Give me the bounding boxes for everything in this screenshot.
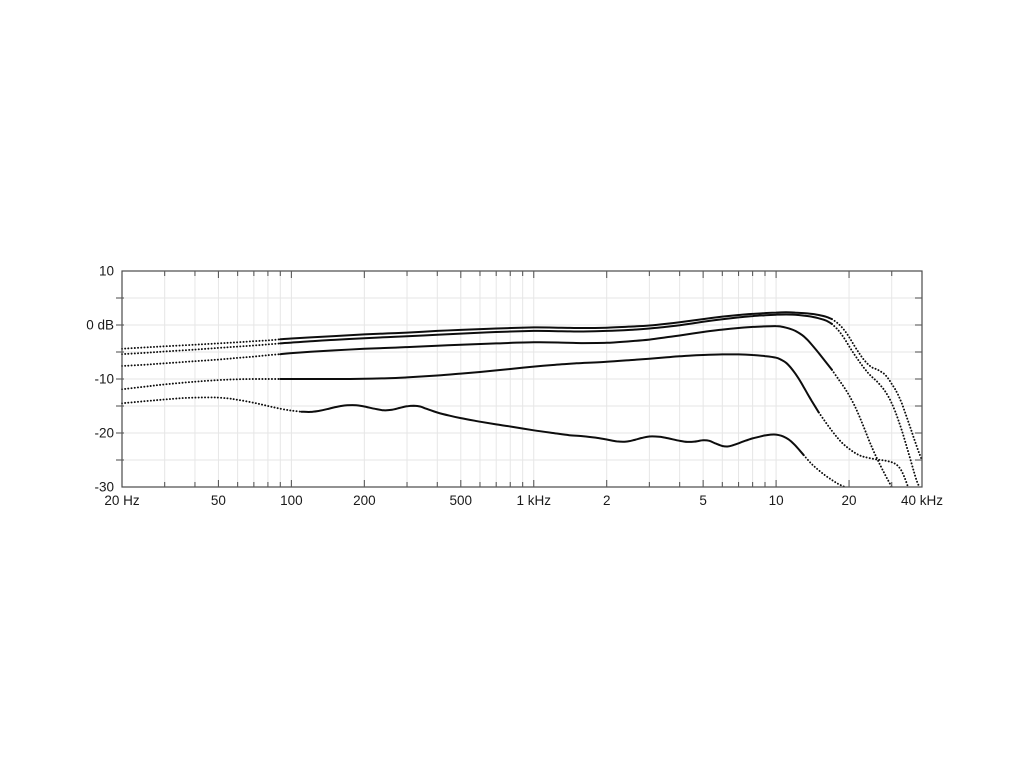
- response-curves: [121, 311, 923, 488]
- x-tick-label: 40 kHz: [901, 493, 943, 508]
- x-tick-label: 500: [450, 493, 473, 508]
- curve-4-dotted-low: [121, 378, 282, 391]
- grid-lines: [122, 271, 922, 487]
- curve-3-solid: [279, 325, 833, 371]
- y-tick-label: 10: [99, 264, 114, 279]
- y-tick-label: -10: [94, 372, 114, 387]
- axis-labels: 20 Hz 50 100 200 500 1 kHz 2 5 10 20 40 kHz 10 0 dB -…: [86, 264, 943, 509]
- x-tick-label: 10: [769, 493, 784, 508]
- x-tick-label: 20 Hz: [104, 493, 140, 508]
- curve-2-dotted-high: [830, 322, 921, 488]
- y-tick-label: 0 dB: [86, 318, 114, 333]
- y-tick-label: -30: [94, 480, 114, 495]
- curve-3-dotted-high: [830, 368, 893, 488]
- curve-5-solid: [300, 404, 805, 457]
- curve-4-dotted-high: [817, 411, 910, 488]
- curve-1-dotted-low: [121, 338, 282, 350]
- x-tick-label: 2: [603, 493, 611, 508]
- curve-2-dotted-low: [121, 342, 282, 356]
- x-tick-label: 20: [842, 493, 857, 508]
- curve-2-solid: [279, 313, 833, 345]
- axis-ticks: [116, 271, 922, 487]
- curve-4-solid: [279, 353, 820, 414]
- x-tick-label: 50: [211, 493, 226, 508]
- curve-3-dotted-low: [121, 353, 282, 367]
- curve-1-solid: [279, 311, 833, 341]
- y-tick-label: -20: [94, 426, 114, 441]
- x-tick-label: 100: [280, 493, 303, 508]
- curve-5-dotted-high: [802, 454, 847, 488]
- curve-5-dotted-low: [121, 396, 303, 413]
- x-tick-label: 200: [353, 493, 376, 508]
- curve-1-dotted-high: [830, 318, 923, 461]
- x-tick-label: 5: [699, 493, 707, 508]
- x-tick-label: 1 kHz: [516, 493, 551, 508]
